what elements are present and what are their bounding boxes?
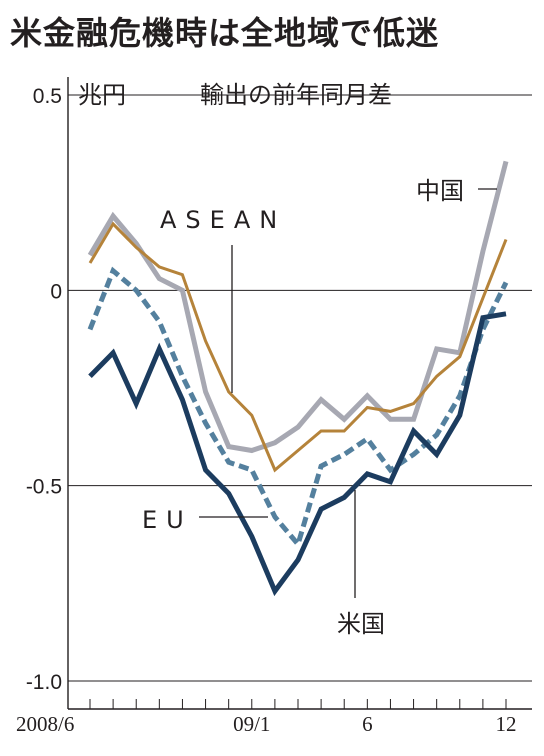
y-tick-label: -1.0	[26, 671, 62, 694]
series-label: 中国	[416, 177, 464, 205]
y-tick-label: 0.5	[33, 85, 62, 108]
y-tick-label: 0	[50, 280, 62, 303]
x-tick-label: 2008/6	[16, 712, 74, 736]
x-tick-label: 6	[362, 712, 373, 736]
y-axis-unit: 兆円	[78, 81, 126, 109]
series-line	[87, 160, 509, 454]
chart-title: 米金融危機時は全地域で低迷	[10, 14, 440, 52]
x-tick-label: 09/1	[233, 712, 270, 736]
series-line	[88, 221, 508, 473]
series-label: 米国	[337, 610, 385, 638]
y-tick-label: -0.5	[26, 476, 62, 499]
series-line	[87, 266, 509, 550]
series-label: ASEAN	[160, 206, 286, 234]
x-tick-label: 12	[496, 712, 517, 736]
series-label: EU	[142, 506, 193, 534]
chart-subtitle: 輸出の前年同月差	[200, 81, 392, 109]
series-line	[88, 311, 507, 597]
